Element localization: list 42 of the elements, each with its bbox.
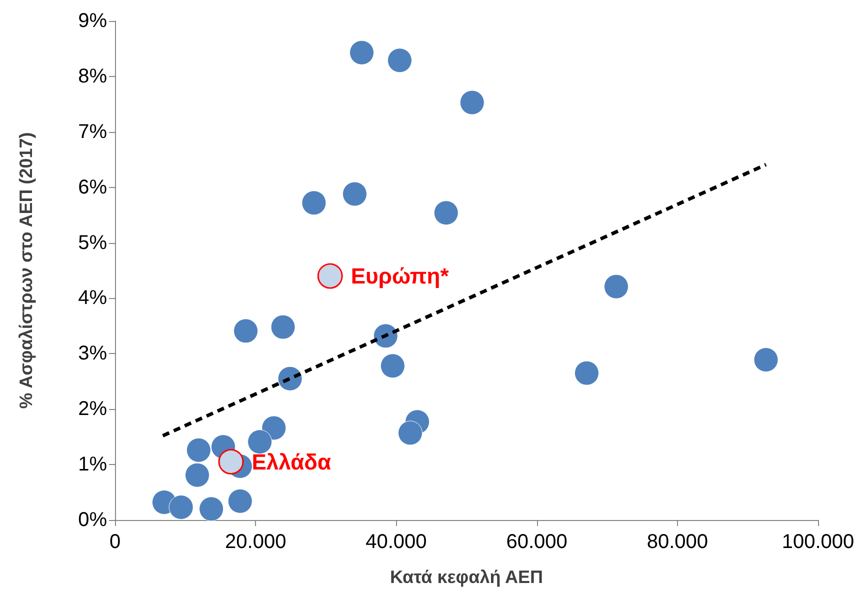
- y-axis-title: % Ασφαλίστρων στο ΑΕΠ (2017): [16, 132, 36, 409]
- y-tick-label: 1%: [78, 454, 108, 476]
- y-tick-label: 5%: [78, 232, 108, 254]
- point: [460, 90, 484, 115]
- point: [248, 430, 272, 454]
- y-tick-label: 9%: [78, 10, 108, 32]
- point: [262, 416, 286, 440]
- x-tick-label: 0: [109, 531, 121, 553]
- x-tick-label: 60.000: [506, 531, 568, 553]
- y-tick-label: 2%: [78, 398, 108, 420]
- series-label: Ευρώπη*: [350, 264, 450, 289]
- point: [186, 438, 211, 462]
- y-tick-label: 7%: [78, 120, 108, 143]
- point: [604, 274, 628, 299]
- y-tick-label: 3%: [78, 342, 108, 365]
- y-tick-label: 6%: [78, 176, 108, 198]
- point: [350, 40, 374, 65]
- x-tick-label: 100.000: [782, 531, 854, 553]
- y-tick-label: 0%: [78, 509, 108, 531]
- y-tick-label: 4%: [78, 287, 108, 310]
- point: [228, 488, 252, 514]
- point: [342, 182, 367, 206]
- point: [302, 190, 326, 216]
- x-tick-label: 20.000: [225, 531, 286, 553]
- x-axis-title: Κατά κεφαλή ΑΕΠ: [390, 567, 544, 587]
- point: [574, 360, 599, 386]
- series-label: Ελλάδα: [252, 449, 332, 474]
- point: [398, 420, 423, 446]
- point: [754, 348, 778, 372]
- point: [317, 263, 343, 289]
- x-tick-label: 40.000: [366, 531, 427, 553]
- point: [234, 318, 258, 344]
- point: [380, 354, 405, 378]
- point: [387, 48, 412, 73]
- y-tick-label: 8%: [78, 65, 108, 88]
- point: [218, 449, 244, 475]
- point: [270, 314, 296, 340]
- point: [168, 495, 194, 520]
- point: [434, 200, 458, 226]
- point: [199, 496, 224, 522]
- point: [185, 462, 210, 488]
- x-tick-label: 80.000: [646, 531, 708, 553]
